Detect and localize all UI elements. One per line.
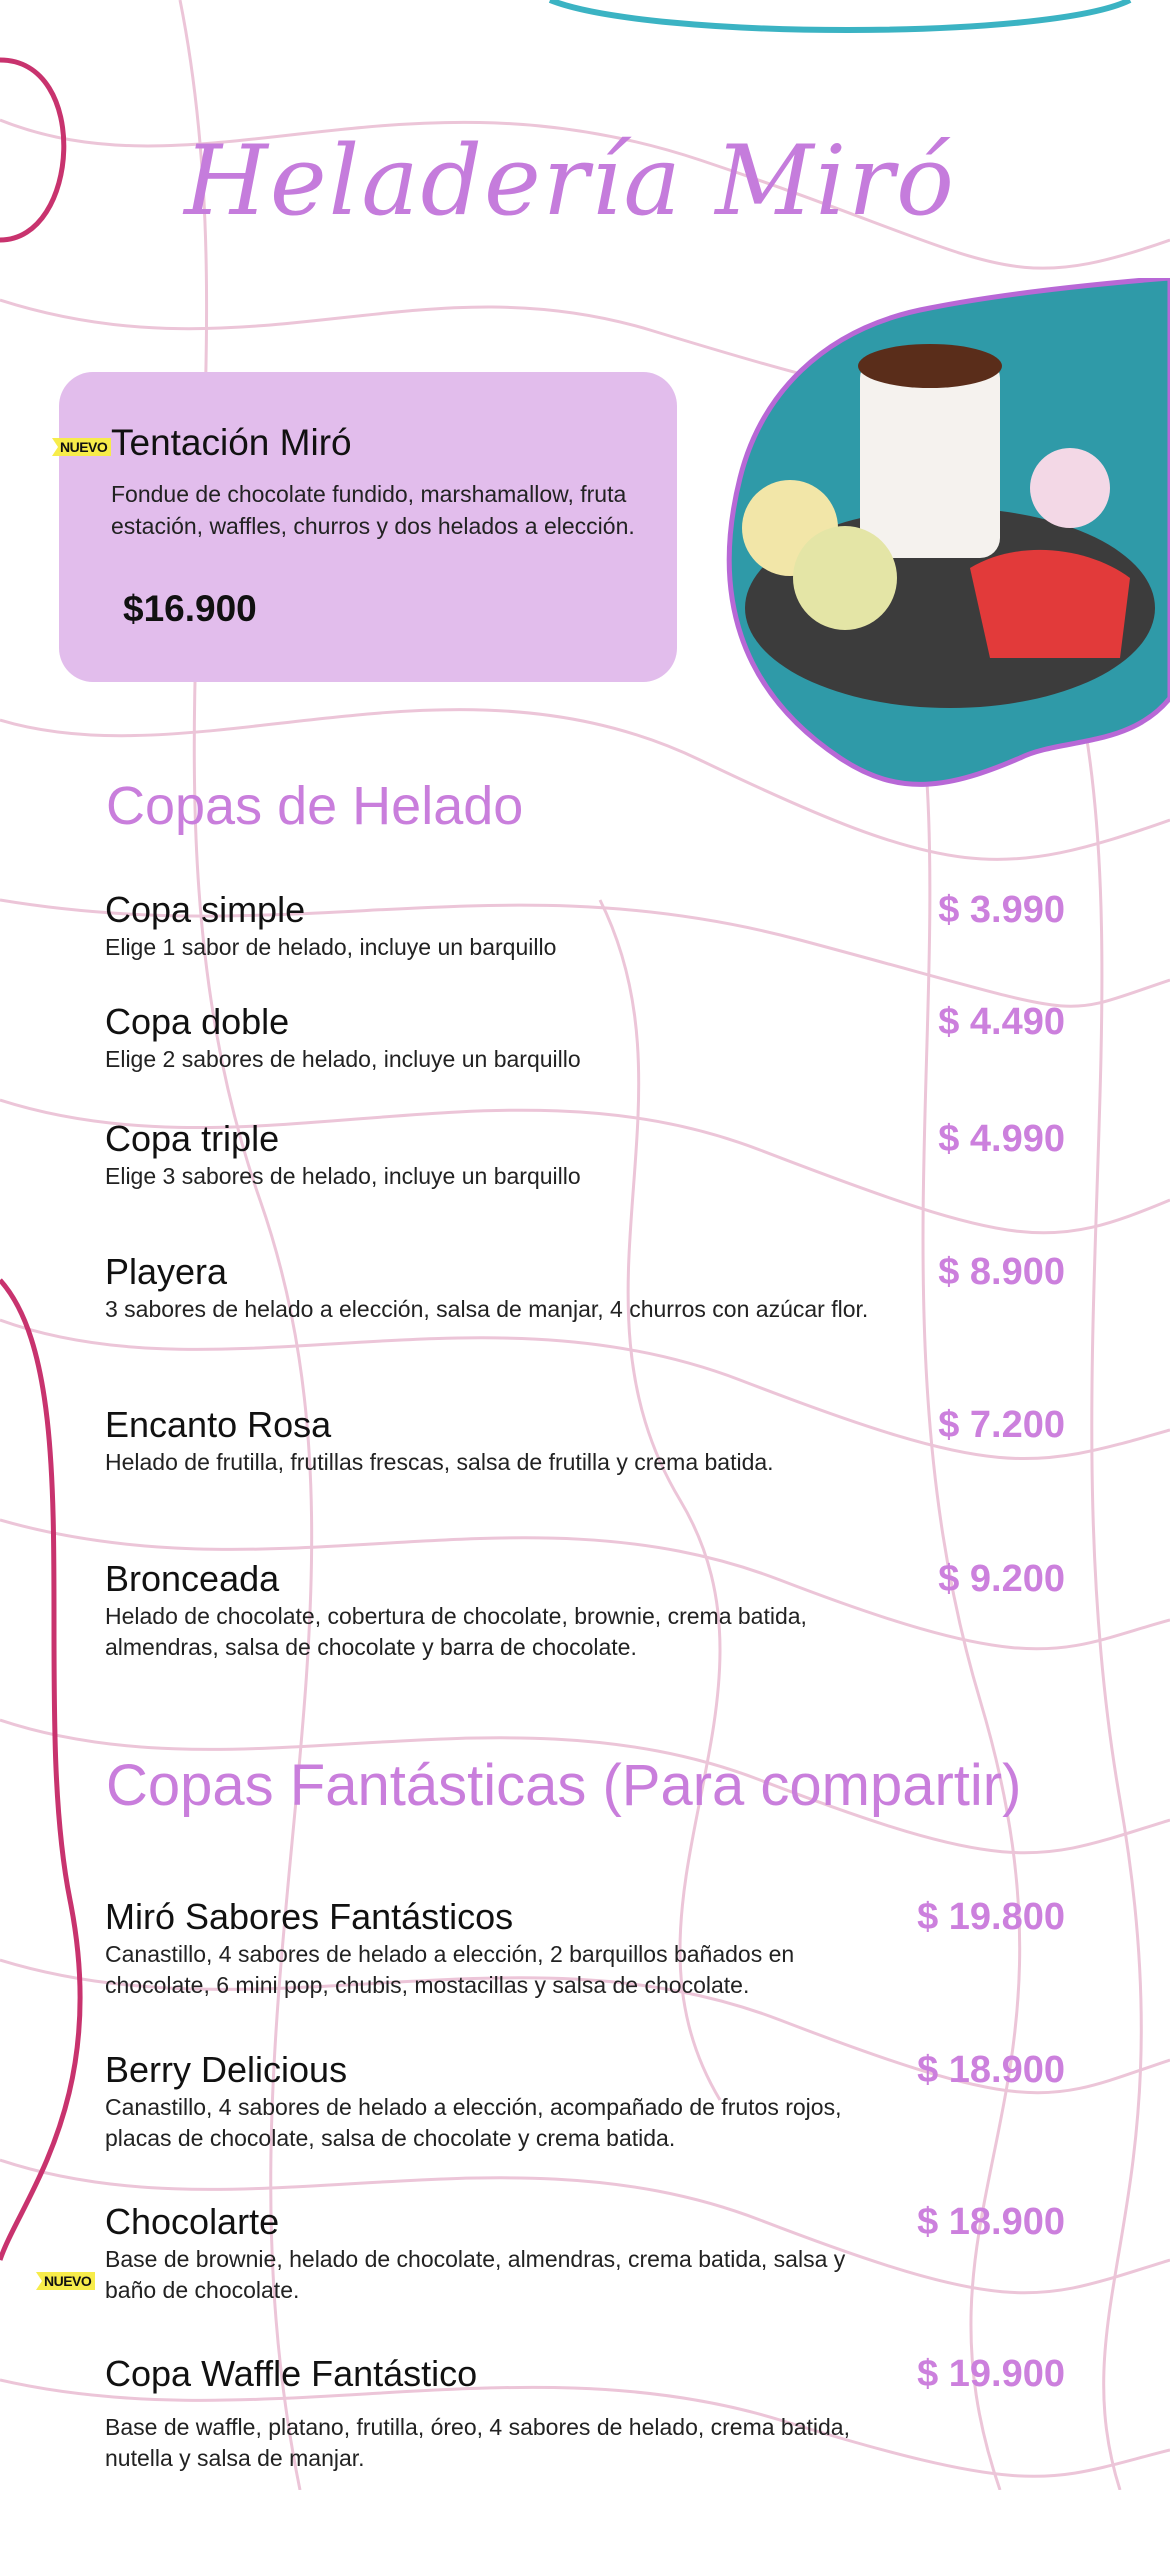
featured-name: Tentación Miró (111, 422, 352, 463)
item-price: $ 19.900 (917, 2353, 1065, 2395)
section-title-copas-fantasticas: Copas Fantásticas (Para compartir) (106, 1753, 1022, 1818)
menu-item: Miró Sabores Fantásticos Canastillo, 4 s… (105, 1895, 1065, 2001)
item-price: $ 18.900 (917, 2049, 1065, 2091)
item-name: Copa simple (105, 889, 306, 930)
featured-description: Fondue de chocolate fundido, marshamallo… (111, 481, 635, 539)
item-price: $ 4.990 (938, 1118, 1065, 1160)
menu-item: Copa doble Elige 2 sabores de helado, in… (105, 1000, 1065, 1075)
item-price: $ 3.990 (938, 889, 1065, 931)
item-price: $ 9.200 (938, 1558, 1065, 1600)
item-name: Miró Sabores Fantásticos (105, 1896, 514, 1937)
item-name: Playera (105, 1251, 228, 1292)
menu-item: Copa simple Elige 1 sabor de helado, inc… (105, 888, 1065, 963)
item-description: Base de brownie, helado de chocolate, al… (105, 2246, 846, 2303)
item-name: Copa doble (105, 1001, 290, 1042)
new-badge: NUEVO (52, 438, 112, 456)
item-description: Elige 1 sabor de helado, incluye un barq… (105, 934, 557, 960)
item-name: Copa Waffle Fantástico (105, 2353, 478, 2394)
item-description: Base de waffle, platano, frutilla, óreo,… (105, 2414, 850, 2471)
menu-item: Copa Waffle Fantástico Base de waffle, p… (105, 2352, 1065, 2474)
fondue-photo (726, 278, 1170, 787)
featured-price: $16.900 (123, 588, 257, 629)
menu-item: Copa triple Elige 3 sabores de helado, i… (105, 1117, 1065, 1192)
item-price: $ 18.900 (917, 2201, 1065, 2243)
item-description: 3 sabores de helado a elección, salsa de… (105, 1296, 869, 1322)
featured-card (59, 372, 677, 682)
menu-item: Berry Delicious Canastillo, 4 sabores de… (105, 2048, 1065, 2154)
item-price: $ 7.200 (938, 1404, 1065, 1446)
item-name: Bronceada (105, 1558, 280, 1599)
menu-item: Playera 3 sabores de helado a elección, … (105, 1250, 1065, 1325)
item-name: Berry Delicious (105, 2049, 348, 2090)
item-description: Elige 2 sabores de helado, incluye un ba… (105, 1046, 581, 1072)
menu-item: Bronceada Helado de chocolate, cobertura… (105, 1557, 1065, 1663)
item-name: Chocolarte (105, 2201, 280, 2242)
item-price: $ 8.900 (938, 1251, 1065, 1293)
item-description: Helado de chocolate, cobertura de chocol… (105, 1603, 807, 1660)
item-description: Elige 3 sabores de helado, incluye un ba… (105, 1163, 581, 1189)
item-name: Copa triple (105, 1118, 280, 1159)
item-name: Encanto Rosa (105, 1404, 332, 1445)
item-description: Canastillo, 4 sabores de helado a elecci… (105, 2094, 842, 2151)
item-price: $ 19.800 (917, 1896, 1065, 1938)
new-badge: NUEVO (36, 2272, 96, 2290)
menu-item: Chocolarte Base de brownie, helado de ch… (105, 2200, 1065, 2306)
item-price: $ 4.490 (938, 1001, 1065, 1043)
section-title-copas-de-helado: Copas de Helado (106, 776, 524, 836)
menu-item: Encanto Rosa Helado de frutilla, frutill… (105, 1403, 1065, 1478)
page-title: Heladería Miró (184, 125, 956, 237)
item-description: Canastillo, 4 sabores de helado a elecci… (105, 1941, 795, 1998)
item-description: Helado de frutilla, frutillas frescas, s… (105, 1449, 774, 1475)
